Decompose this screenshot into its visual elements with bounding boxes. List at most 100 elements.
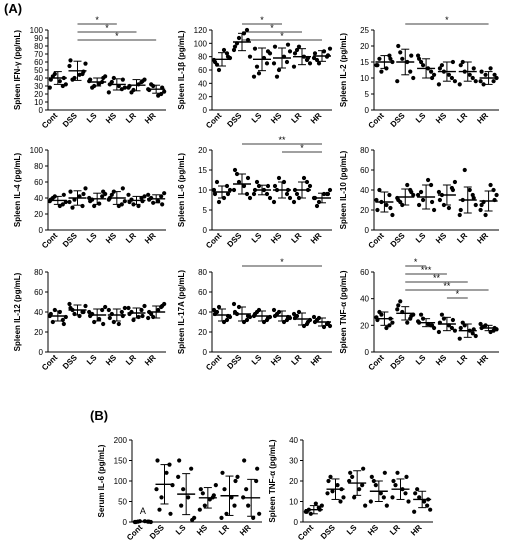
data-point (437, 66, 443, 71)
data-point (271, 61, 277, 66)
data-point (311, 314, 317, 320)
data-point (160, 202, 165, 207)
group-annotation: A (140, 506, 146, 516)
y-tick-label: 25 (360, 26, 369, 35)
y-tick-label: 5 (365, 90, 370, 99)
data-point (225, 191, 231, 197)
x-tick-label-hr: HR (143, 231, 158, 246)
data-point (136, 203, 141, 209)
data-point (120, 186, 125, 191)
y-tick-label: 80 (34, 268, 43, 277)
data-point (116, 321, 121, 327)
data-point (149, 82, 154, 87)
data-point (312, 51, 318, 56)
data-point (225, 54, 231, 59)
data-point (384, 325, 389, 331)
data-point (80, 203, 85, 209)
data-point (276, 175, 282, 181)
y-tick-label: 10 (289, 498, 298, 507)
significance-label: * (445, 15, 449, 25)
data-point (467, 72, 472, 77)
data-point (446, 205, 452, 211)
data-point (307, 61, 313, 66)
y-tick-label: 0 (365, 106, 370, 115)
data-point (479, 202, 484, 208)
data-point (316, 199, 322, 205)
x-tick-label-hs: HS (269, 231, 284, 246)
data-point (291, 199, 297, 205)
x-tick-label-dss: DSS (225, 231, 243, 249)
data-point (391, 478, 396, 484)
data-point (473, 333, 478, 339)
y-tick-label: 60 (360, 268, 369, 277)
data-point (140, 79, 145, 84)
x-tick-label-dss: DSS (61, 231, 79, 249)
x-tick-label-hr: HR (475, 111, 490, 126)
data-point (404, 474, 409, 479)
data-point (47, 85, 52, 90)
data-point (109, 79, 114, 85)
data-point (67, 301, 72, 307)
data-point (390, 320, 395, 325)
data-point (234, 171, 240, 177)
data-point (409, 313, 414, 319)
data-point (398, 199, 403, 205)
data-point (462, 167, 467, 173)
data-point (256, 183, 262, 189)
data-point (437, 197, 443, 203)
data-point (245, 175, 251, 181)
data-point (393, 483, 398, 488)
x-tick-label-hs: HS (434, 231, 449, 246)
significance-label: * (280, 257, 284, 267)
x-tick-label-dss: DSS (389, 353, 407, 371)
y-tick-label: 40 (34, 308, 43, 317)
y-tick-label: 20 (360, 42, 369, 51)
x-tick-label-hs: HS (434, 111, 449, 126)
data-point (244, 191, 250, 197)
data-point (405, 182, 410, 188)
y-tick-label: 100 (30, 146, 44, 155)
data-point (382, 470, 387, 475)
x-tick-label-cont: Cont (125, 523, 144, 542)
data-point (304, 179, 310, 185)
chart-11: 0 10 20 30 40 Spleen TNF-α (pg/mL) Cont DSS LS HS… (268, 436, 433, 542)
data-point (352, 495, 357, 500)
significance-label: * (270, 23, 274, 33)
data-point (216, 199, 222, 205)
data-point (160, 303, 165, 309)
y-tick-label: 40 (289, 436, 298, 445)
data-point (488, 66, 493, 71)
data-point (126, 305, 131, 311)
data-point (146, 315, 151, 321)
data-point (168, 511, 173, 516)
data-point (68, 189, 73, 194)
data-point (452, 179, 458, 185)
data-point (83, 186, 88, 191)
data-point (411, 75, 416, 81)
data-point (361, 466, 366, 471)
x-tick-label-hr: HR (475, 353, 490, 368)
data-point (272, 183, 278, 189)
significance-label: *** (421, 265, 432, 275)
data-point (233, 478, 238, 484)
data-point (431, 207, 437, 213)
x-tick-label-hr: HR (409, 523, 424, 538)
data-point (384, 202, 389, 208)
data-point (231, 47, 237, 53)
x-tick-label-hs: HS (195, 523, 210, 538)
y-tick-label: 0 (123, 518, 128, 527)
x-tick-label-dss: DSS (61, 353, 79, 371)
data-point (235, 474, 240, 479)
data-point (373, 483, 378, 488)
y-tick-label: 0 (365, 348, 370, 357)
data-point (467, 187, 472, 193)
significance-label: * (280, 31, 284, 41)
data-point (494, 192, 499, 198)
data-point (285, 42, 291, 47)
data-point (388, 56, 393, 61)
data-point (473, 202, 478, 208)
y-tick-label: 150 (114, 457, 128, 466)
data-point (246, 503, 251, 508)
